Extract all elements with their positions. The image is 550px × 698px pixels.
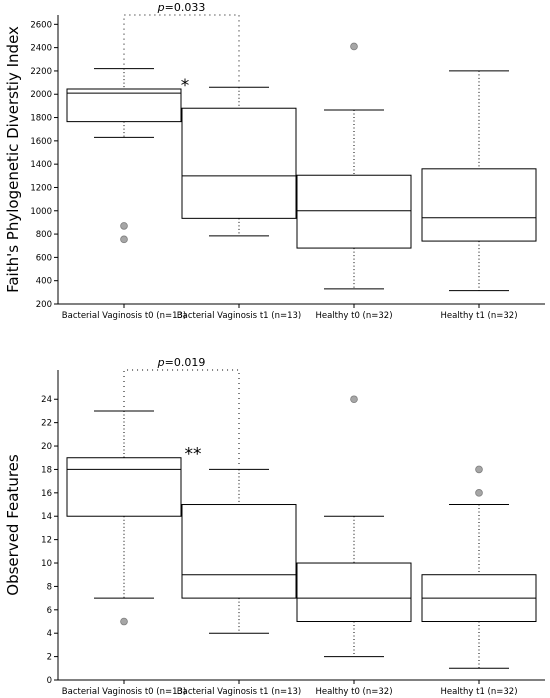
x-category-label: Healthy t1 (n=32) bbox=[440, 687, 517, 697]
box-4 bbox=[421, 70, 537, 292]
y-tick-label: 200 bbox=[36, 300, 52, 310]
y-tick-label: 12 bbox=[41, 536, 52, 546]
box-1 bbox=[66, 410, 182, 626]
y-tick-label: 0 bbox=[47, 676, 52, 686]
box-1 bbox=[66, 68, 182, 244]
y-axis-label: Observed Features bbox=[4, 454, 22, 596]
p-symbol: p bbox=[157, 1, 165, 14]
outlier-point bbox=[475, 465, 483, 474]
outlier-point bbox=[350, 42, 358, 51]
y-tick-label: 1400 bbox=[30, 160, 52, 170]
box-3 bbox=[296, 42, 412, 290]
y-tick-label: 2 bbox=[47, 653, 52, 663]
box-4 bbox=[421, 465, 537, 669]
p-value-number: =0.033 bbox=[165, 1, 206, 14]
iqr-box bbox=[296, 174, 412, 249]
iqr-box bbox=[181, 107, 297, 219]
y-tick-label: 24 bbox=[41, 395, 52, 405]
y-tick-label: 8 bbox=[47, 582, 52, 592]
y-tick-label: 1000 bbox=[30, 207, 52, 217]
iqr-box bbox=[296, 562, 412, 623]
x-category-label: Healthy t0 (n=32) bbox=[315, 311, 392, 321]
y-tick-label: 2200 bbox=[30, 67, 52, 77]
y-tick-label: 400 bbox=[36, 277, 52, 287]
y-axis-label: Faith's Phylogenetic Diverstiy Index bbox=[4, 26, 22, 293]
y-tick-label: 10 bbox=[41, 559, 52, 569]
p-value-number: =0.019 bbox=[165, 356, 206, 369]
y-tick-label: 1200 bbox=[30, 183, 52, 193]
iqr-box bbox=[66, 457, 182, 517]
y-tick-label: 2000 bbox=[30, 90, 52, 100]
y-tick-label: 2400 bbox=[30, 44, 52, 54]
p-value-annotation: p=0.019 bbox=[157, 356, 206, 369]
p-symbol: p bbox=[157, 356, 165, 369]
y-tick-label: 1800 bbox=[30, 114, 52, 124]
y-tick-label: 1600 bbox=[30, 137, 52, 147]
x-category-label: Bacterial Vaginosis t0 (n=13) bbox=[62, 687, 186, 697]
y-tick-label: 22 bbox=[41, 419, 52, 429]
outlier-point bbox=[120, 235, 128, 244]
significance-bracket bbox=[123, 14, 240, 84]
x-category-label: Healthy t1 (n=32) bbox=[440, 311, 517, 321]
y-tick-label: 800 bbox=[36, 230, 52, 240]
outlier-point bbox=[475, 489, 483, 497]
y-tick-label: 14 bbox=[41, 512, 52, 522]
iqr-box bbox=[181, 504, 297, 599]
x-category-label: Bacterial Vaginosis t0 (n=13) bbox=[62, 311, 186, 321]
box-3 bbox=[296, 395, 412, 658]
x-category-label: Bacterial Vaginosis t1 (n=13) bbox=[177, 311, 301, 321]
box-2 bbox=[181, 468, 297, 634]
outlier-point bbox=[120, 617, 128, 626]
box-2 bbox=[181, 86, 297, 237]
chart-panel-1: 200 400 600 800 1000 1200 1400 1600 1800 2000 2200… bbox=[4, 1, 545, 321]
significance-bracket bbox=[123, 369, 240, 466]
p-value-annotation: p=0.033 bbox=[157, 1, 206, 14]
y-tick-label: 16 bbox=[41, 489, 52, 499]
x-category-label: Healthy t0 (n=32) bbox=[315, 687, 392, 697]
y-tick-label: 18 bbox=[41, 465, 52, 475]
significance-stars: * bbox=[181, 76, 190, 96]
significance-stars: ** bbox=[185, 445, 202, 465]
x-category-label: Bacterial Vaginosis t1 (n=13) bbox=[177, 687, 301, 697]
y-tick-label: 6 bbox=[47, 606, 52, 616]
y-tick-label: 2600 bbox=[30, 20, 52, 30]
y-tick-label: 4 bbox=[47, 629, 52, 639]
outlier-point bbox=[350, 395, 358, 404]
iqr-box bbox=[421, 168, 537, 242]
outlier-point bbox=[120, 222, 128, 230]
iqr-box bbox=[66, 88, 182, 123]
y-tick-label: 600 bbox=[36, 253, 52, 263]
y-tick-label: 20 bbox=[41, 442, 52, 452]
